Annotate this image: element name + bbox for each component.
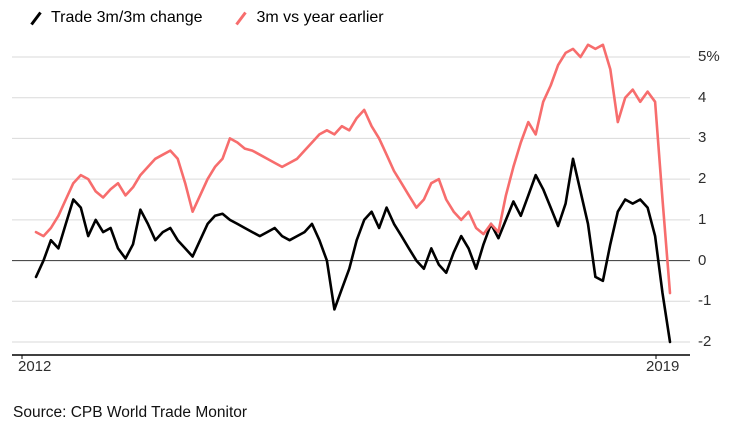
black-line-swatch-icon bbox=[30, 11, 42, 25]
x-tick-label-2012: 2012 bbox=[18, 358, 52, 375]
y-tick-label: 3 bbox=[698, 129, 707, 147]
source-caption: Source: CPB World Trade Monitor bbox=[13, 404, 248, 421]
y-tick-label: 5% bbox=[698, 48, 720, 65]
series-line-1 bbox=[34, 43, 672, 295]
legend-item-3m-vs-year-earlier: 3m vs year earlier bbox=[234, 9, 384, 27]
y-tick-label: -2 bbox=[698, 333, 712, 350]
y-tick-label: -1 bbox=[698, 292, 712, 310]
y-tick-label: 1 bbox=[698, 210, 707, 228]
y-tick-label: 4 bbox=[698, 88, 707, 106]
y-tick-label: 2 bbox=[698, 170, 707, 188]
legend-label-trade-3m3m: Trade 3m/3m change bbox=[51, 9, 203, 26]
legend-item-trade-3m3m: Trade 3m/3m change bbox=[29, 9, 202, 27]
chart-legend: Trade 3m/3m change 3m vs year earlier bbox=[29, 9, 384, 27]
y-tick-label: 0 bbox=[698, 251, 707, 269]
red-line-swatch-icon bbox=[235, 11, 248, 25]
series-line-0 bbox=[34, 157, 672, 344]
x-tick-label-2019: 2019 bbox=[646, 358, 680, 375]
legend-label-3m-vs-year-earlier: 3m vs year earlier bbox=[256, 9, 384, 26]
